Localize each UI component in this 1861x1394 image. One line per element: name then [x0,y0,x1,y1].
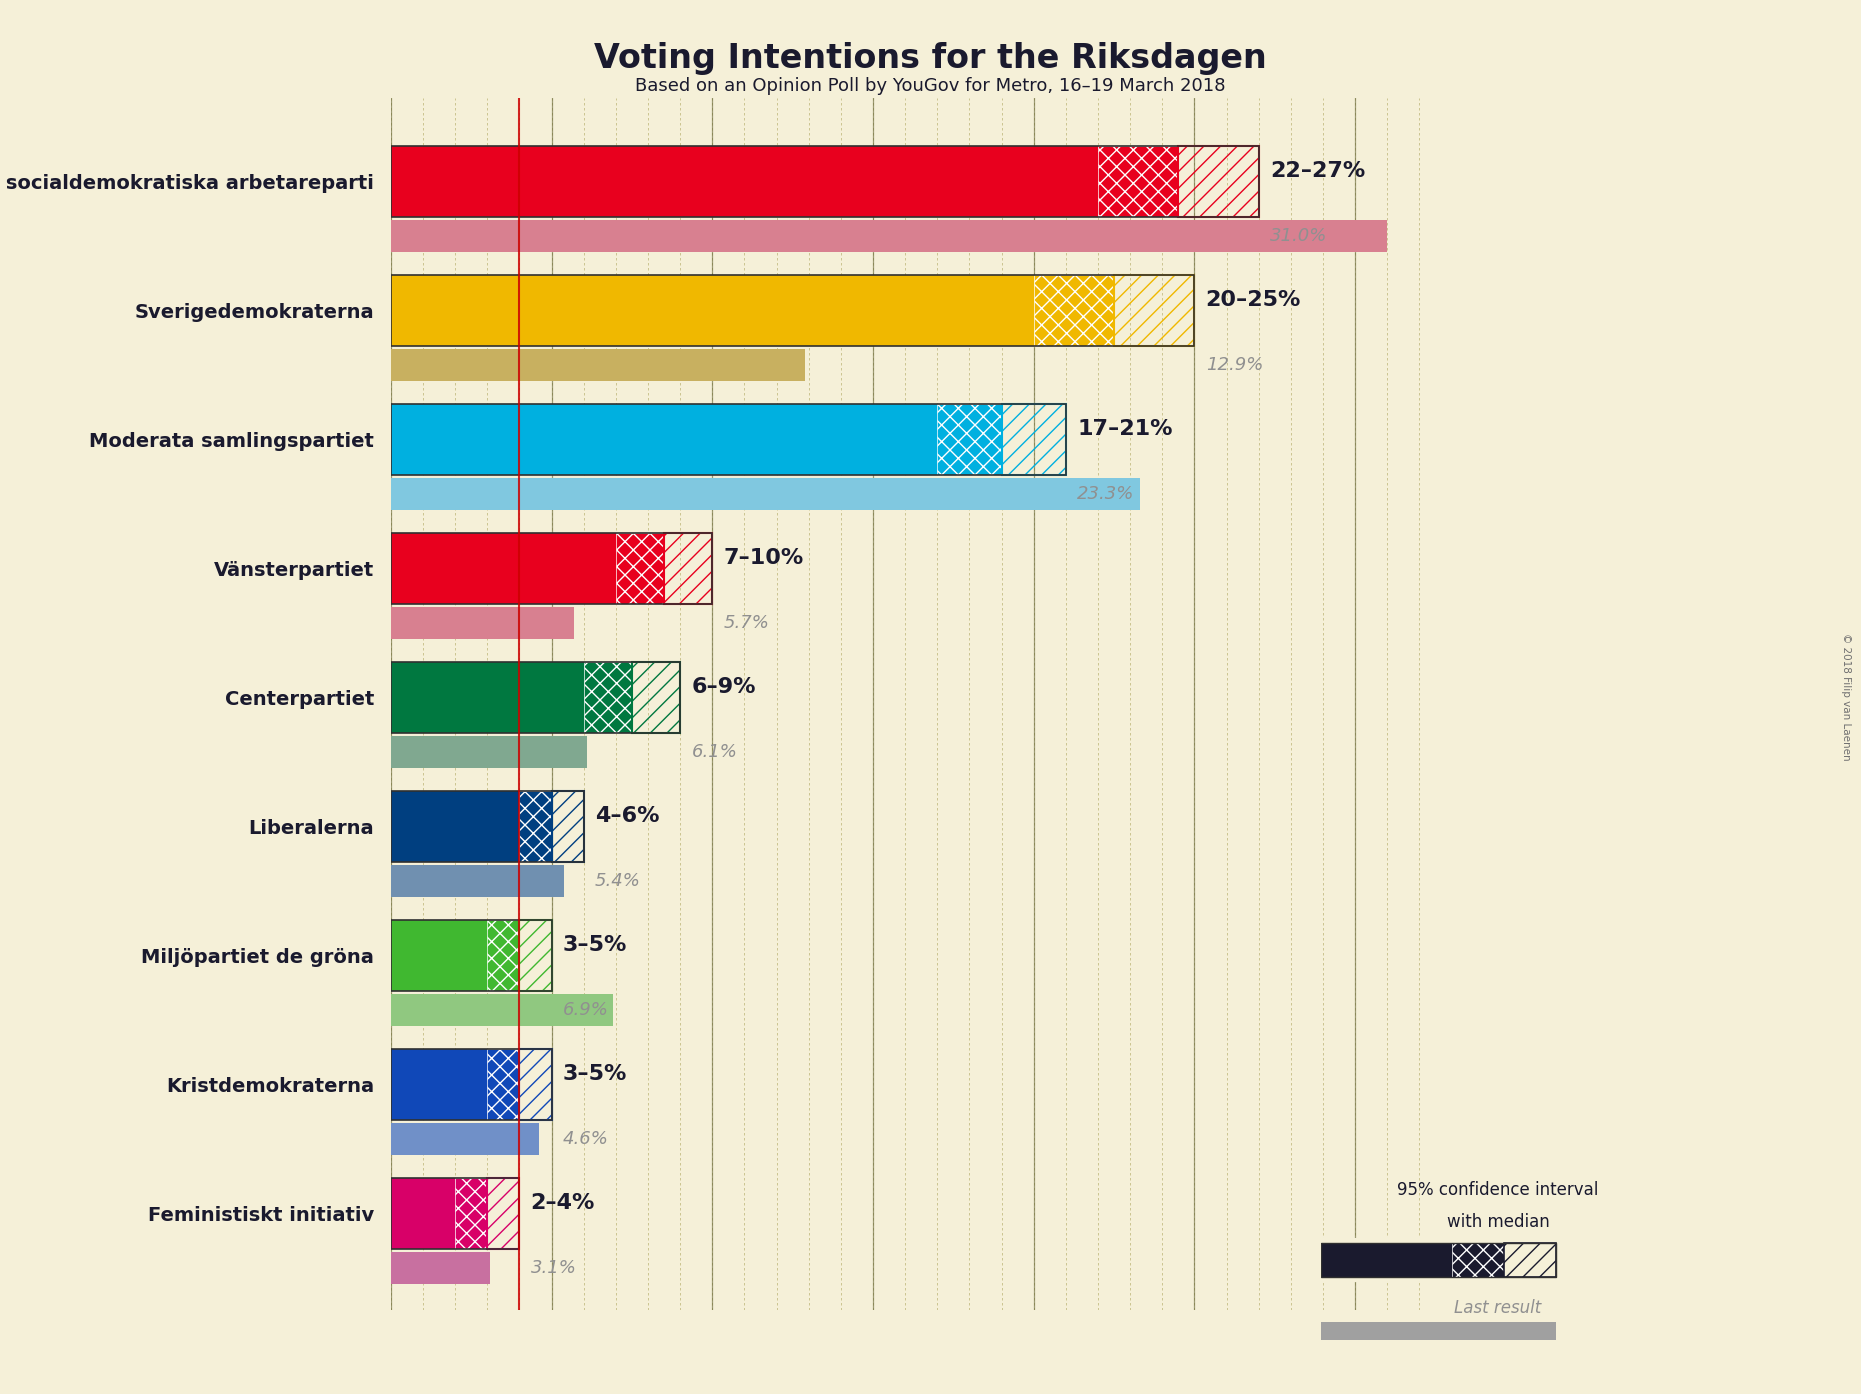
Bar [1504,1243,1556,1277]
Text: Based on an Opinion Poll by YouGov for Metro, 16–19 March 2018: Based on an Opinion Poll by YouGov for M… [635,77,1226,95]
Text: 3–5%: 3–5% [562,1064,627,1085]
Bar [391,275,1195,346]
Text: 4–6%: 4–6% [596,806,659,825]
Bar [1115,275,1195,346]
Bar [391,146,1098,217]
Bar [391,404,1066,475]
Bar [1452,1243,1504,1277]
Text: with median: with median [1446,1213,1550,1231]
Bar [584,662,633,733]
Bar [391,790,584,861]
Bar [391,920,551,991]
Bar [391,994,612,1026]
Bar [584,662,633,733]
Bar [1452,1243,1504,1277]
Bar [551,790,584,861]
Text: 31.0%: 31.0% [1269,227,1327,244]
Text: 23.3%: 23.3% [1078,485,1135,503]
Text: Voting Intentions for the Riksdagen: Voting Intentions for the Riksdagen [594,42,1267,75]
Text: 4.6%: 4.6% [562,1129,609,1147]
Bar [616,533,664,604]
Bar [488,920,519,991]
Bar [488,1050,519,1119]
Bar [391,662,679,733]
Bar [391,790,519,861]
Bar [391,1178,519,1249]
Bar [938,404,1001,475]
Bar [1098,146,1178,217]
Bar [519,920,551,991]
Text: 7–10%: 7–10% [724,548,804,567]
Text: 12.9%: 12.9% [1206,355,1264,374]
Bar [1033,275,1115,346]
Bar [391,1050,488,1119]
Bar [616,533,664,604]
Bar [391,275,1033,346]
Text: 17–21%: 17–21% [1078,418,1172,439]
Text: 6.9%: 6.9% [562,1001,609,1019]
Bar [391,1252,491,1284]
Bar [391,1050,551,1119]
Bar [519,790,551,861]
Bar [391,864,564,896]
Bar [519,1050,551,1119]
Text: 5.4%: 5.4% [596,871,640,889]
Bar [456,1178,488,1249]
Bar [1321,1243,1556,1277]
Bar [391,736,586,768]
Text: 6–9%: 6–9% [692,677,756,697]
Bar [391,606,573,638]
Text: © 2018 Filip van Laenen: © 2018 Filip van Laenen [1841,633,1852,761]
Bar [1178,146,1258,217]
Text: 3.1%: 3.1% [530,1259,577,1277]
Text: 5.7%: 5.7% [724,613,769,631]
Text: 6.1%: 6.1% [692,743,737,761]
Bar [391,533,713,604]
Bar [664,533,713,604]
Bar [456,1178,488,1249]
Bar [391,404,938,475]
Bar [1001,404,1066,475]
Bar [488,920,519,991]
Text: 22–27%: 22–27% [1269,160,1366,181]
Text: 20–25%: 20–25% [1206,290,1301,309]
Bar [391,920,488,991]
Bar [488,1050,519,1119]
Bar [633,662,679,733]
Bar [391,219,1386,252]
Bar [391,348,806,381]
Text: 3–5%: 3–5% [562,935,627,955]
Bar [1033,275,1115,346]
Bar [488,1178,519,1249]
Bar [1098,146,1178,217]
Text: Last result: Last result [1455,1299,1541,1317]
Bar [1321,1243,1452,1277]
Bar [391,533,616,604]
Bar [391,1122,538,1154]
Bar [391,478,1139,510]
Text: 2–4%: 2–4% [530,1193,596,1213]
Bar [391,662,584,733]
Bar [519,790,551,861]
Bar [1321,1322,1556,1341]
Bar [391,1178,456,1249]
Bar [391,146,1258,217]
Bar [938,404,1001,475]
Text: 95% confidence interval: 95% confidence interval [1398,1181,1599,1199]
